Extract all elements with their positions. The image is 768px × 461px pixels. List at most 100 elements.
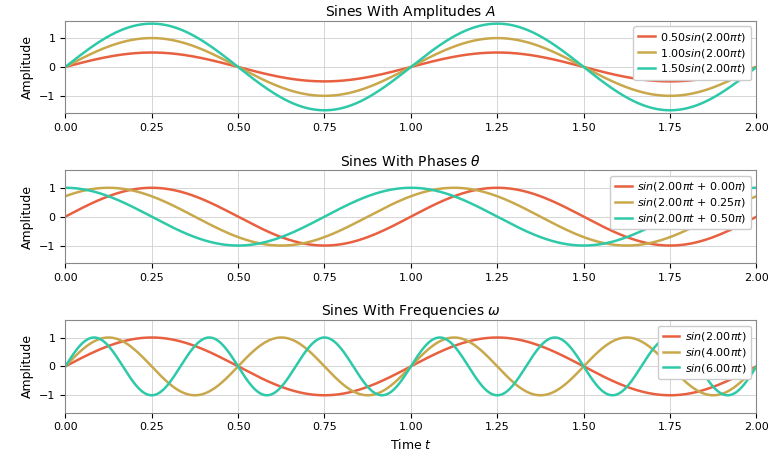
$sin$(2.00$\pi t$ + 0.00$\pi$) (605, 227, 614, 233)
0.50$sin$(2.00$\pi t$) (665, 79, 674, 84)
$sin$(6.00$\pi t$) (379, 392, 388, 398)
$sin$(2.00$\pi t$ + 0.50$\pi$) (732, 187, 741, 192)
1.00$sin$(2.00$\pi t$) (605, 77, 614, 83)
0.50$sin$(2.00$\pi t$) (733, 69, 742, 75)
$sin$(6.00$\pi t$) (551, 335, 560, 340)
Line: $sin$(4.00$\pi t$): $sin$(4.00$\pi t$) (65, 337, 756, 395)
$sin$(2.00$\pi t$ + 0.25$\pi$) (752, 194, 761, 199)
1.50$sin$(2.00$\pi t$) (61, 64, 70, 70)
$sin$(2.00$\pi t$ + 0.00$\pi$) (733, 224, 742, 230)
$sin$(2.00$\pi t$ + 0.50$\pi$) (397, 185, 406, 191)
$sin$(6.00$\pi t$) (732, 389, 741, 395)
1.00$sin$(2.00$\pi t$) (96, 47, 105, 53)
$sin$(4.00$\pi t$) (732, 383, 741, 388)
$sin$(2.00$\pi t$ + 0.00$\pi$) (732, 224, 741, 230)
1.50$sin$(2.00$\pi t$) (605, 84, 614, 89)
1.00$sin$(2.00$\pi t$) (733, 74, 742, 80)
$sin$(2.00$\pi t$ + 0.00$\pi$) (752, 214, 761, 219)
$sin$(2.00$\pi t$ + 0.25$\pi$) (605, 242, 614, 247)
Y-axis label: Amplitude: Amplitude (21, 35, 34, 99)
$sin$(2.00$\pi t$ + 0.25$\pi$) (733, 202, 742, 207)
$sin$(2.00$\pi t$ + 0.00$\pi$) (147, 185, 157, 190)
1.00$sin$(2.00$\pi t$) (665, 93, 674, 99)
Line: $sin$(6.00$\pi t$): $sin$(6.00$\pi t$) (65, 337, 756, 395)
Title: Sines With Frequencies $\omega$: Sines With Frequencies $\omega$ (321, 302, 501, 320)
$sin$(2.00$\pi t$) (147, 335, 157, 340)
Line: 1.50$sin$(2.00$\pi t$): 1.50$sin$(2.00$\pi t$) (65, 24, 756, 110)
0.50$sin$(2.00$\pi t$) (61, 64, 70, 70)
$sin$(2.00$\pi t$ + 0.25$\pi$) (61, 194, 70, 199)
$sin$(2.00$\pi t$) (61, 364, 70, 369)
$sin$(2.00$\pi t$ + 0.25$\pi$) (379, 206, 388, 211)
$sin$(2.00$\pi t$) (605, 377, 614, 382)
$sin$(2.00$\pi t$ + 0.25$\pi$) (104, 185, 113, 190)
$sin$(6.00$\pi t$) (606, 392, 615, 398)
$sin$(4.00$\pi t$) (96, 336, 105, 342)
Line: $sin$(2.00$\pi t$ + 0.25$\pi$): $sin$(2.00$\pi t$ + 0.25$\pi$) (65, 188, 756, 246)
$sin$(4.00$\pi t$) (605, 340, 614, 346)
$sin$(2.00$\pi t$ + 0.00$\pi$) (61, 214, 70, 219)
Legend: $sin$(2.00$\pi t$ + 0.00$\pi$), $sin$(2.00$\pi t$ + 0.25$\pi$), $sin$(2.00$\pi t: $sin$(2.00$\pi t$ + 0.00$\pi$), $sin$(2.… (611, 176, 751, 230)
1.00$sin$(2.00$\pi t$) (752, 64, 761, 70)
Legend: $sin$(2.00$\pi t$), $sin$(4.00$\pi t$), $sin$(6.00$\pi t$): $sin$(2.00$\pi t$), $sin$(4.00$\pi t$), … (658, 326, 751, 379)
1.00$sin$(2.00$\pi t$) (379, 78, 388, 83)
$sin$(2.00$\pi t$ + 0.00$\pi$) (96, 197, 105, 202)
1.50$sin$(2.00$\pi t$) (665, 107, 674, 113)
$sin$(2.00$\pi t$ + 0.50$\pi$) (752, 185, 761, 190)
X-axis label: Time $t$: Time $t$ (390, 438, 432, 452)
0.50$sin$(2.00$\pi t$) (732, 69, 741, 75)
$sin$(4.00$\pi t$) (709, 392, 718, 398)
1.50$sin$(2.00$\pi t$) (752, 64, 761, 70)
1.50$sin$(2.00$\pi t$) (733, 79, 742, 85)
1.00$sin$(2.00$\pi t$) (61, 64, 70, 70)
$sin$(6.00$\pi t$) (96, 337, 105, 342)
$sin$(2.00$\pi t$) (732, 374, 741, 379)
1.00$sin$(2.00$\pi t$) (732, 74, 741, 80)
Line: 1.00$sin$(2.00$\pi t$): 1.00$sin$(2.00$\pi t$) (65, 38, 756, 96)
Line: 0.50$sin$(2.00$\pi t$): 0.50$sin$(2.00$\pi t$) (65, 53, 756, 82)
$sin$(4.00$\pi t$) (397, 373, 406, 378)
0.50$sin$(2.00$\pi t$) (397, 66, 406, 72)
Title: Sines With Amplitudes $A$: Sines With Amplitudes $A$ (326, 3, 496, 21)
$sin$(2.00$\pi t$) (96, 346, 105, 352)
0.50$sin$(2.00$\pi t$) (379, 71, 388, 77)
1.00$sin$(2.00$\pi t$) (147, 35, 157, 41)
0.50$sin$(2.00$\pi t$) (605, 71, 614, 77)
$sin$(4.00$\pi t$) (104, 335, 113, 340)
Line: $sin$(2.00$\pi t$ + 0.50$\pi$): $sin$(2.00$\pi t$ + 0.50$\pi$) (65, 188, 756, 246)
$sin$(4.00$\pi t$) (752, 364, 761, 369)
1.50$sin$(2.00$\pi t$) (379, 85, 388, 90)
Legend: 0.50$sin$(2.00$\pi t$), 1.00$sin$(2.00$\pi t$), 1.50$sin$(2.00$\pi t$): 0.50$sin$(2.00$\pi t$), 1.00$sin$(2.00$\… (634, 26, 751, 80)
$sin$(6.00$\pi t$) (733, 389, 742, 394)
$sin$(2.00$\pi t$) (665, 392, 674, 398)
$sin$(6.00$\pi t$) (262, 392, 271, 398)
1.50$sin$(2.00$\pi t$) (397, 71, 406, 77)
$sin$(2.00$\pi t$ + 0.00$\pi$) (397, 219, 406, 224)
1.50$sin$(2.00$\pi t$) (732, 79, 741, 85)
Line: $sin$(2.00$\pi t$): $sin$(2.00$\pi t$) (65, 337, 756, 395)
$sin$(6.00$\pi t$) (61, 364, 70, 369)
Y-axis label: Amplitude: Amplitude (21, 334, 34, 398)
$sin$(2.00$\pi t$ + 0.50$\pi$) (233, 243, 243, 248)
$sin$(4.00$\pi t$) (379, 388, 388, 393)
0.50$sin$(2.00$\pi t$) (147, 50, 157, 55)
$sin$(4.00$\pi t$) (61, 364, 70, 369)
$sin$(2.00$\pi t$) (733, 373, 742, 379)
$sin$(2.00$\pi t$ + 0.00$\pi$) (379, 228, 388, 233)
Line: $sin$(2.00$\pi t$ + 0.00$\pi$): $sin$(2.00$\pi t$ + 0.00$\pi$) (65, 188, 756, 246)
Title: Sines With Phases $\theta$: Sines With Phases $\theta$ (340, 154, 482, 169)
$sin$(2.00$\pi t$ + 0.25$\pi$) (622, 243, 631, 248)
0.50$sin$(2.00$\pi t$) (752, 64, 761, 70)
0.50$sin$(2.00$\pi t$) (96, 55, 105, 61)
$sin$(2.00$\pi t$ + 0.50$\pi$) (61, 185, 70, 190)
$sin$(4.00$\pi t$) (733, 382, 742, 388)
$sin$(2.00$\pi t$ + 0.25$\pi$) (732, 202, 741, 207)
$sin$(2.00$\pi t$ + 0.50$\pi$) (379, 189, 388, 194)
$sin$(6.00$\pi t$) (752, 364, 761, 369)
$sin$(2.00$\pi t$ + 0.25$\pi$) (397, 197, 406, 203)
$sin$(2.00$\pi t$ + 0.50$\pi$) (732, 187, 741, 192)
$sin$(2.00$\pi t$) (397, 368, 406, 374)
$sin$(2.00$\pi t$ + 0.50$\pi$) (605, 240, 614, 245)
$sin$(2.00$\pi t$) (752, 364, 761, 369)
$sin$(2.00$\pi t$ + 0.00$\pi$) (665, 243, 674, 248)
